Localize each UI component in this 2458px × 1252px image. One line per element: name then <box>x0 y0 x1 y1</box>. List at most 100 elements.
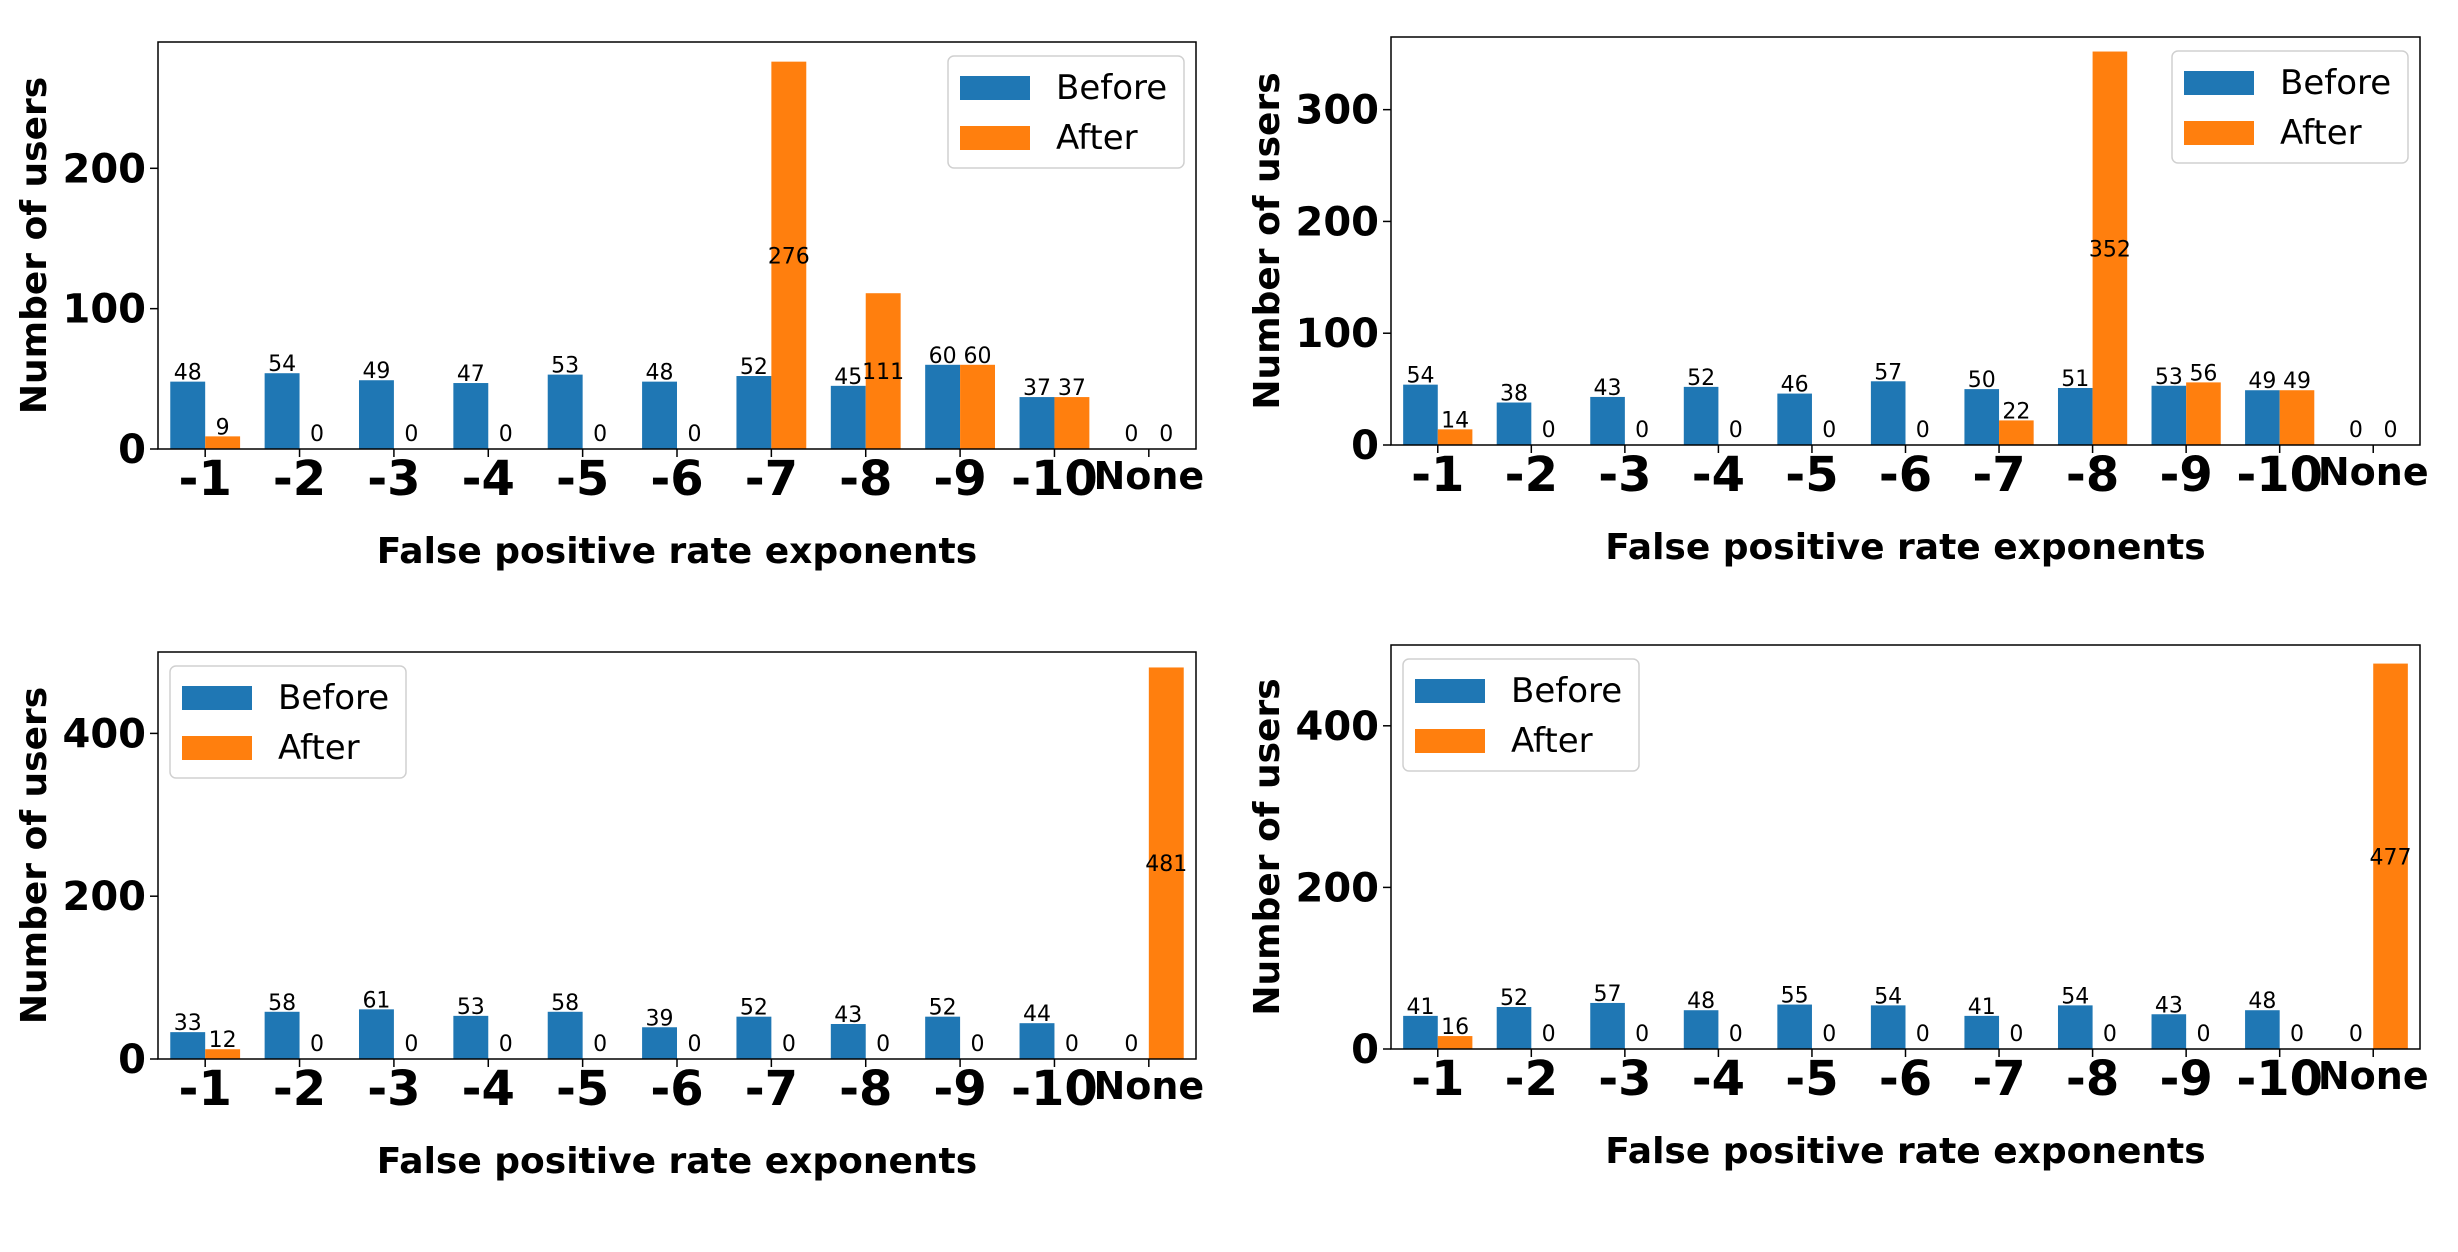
x-tick-label: -10 <box>1011 451 1098 507</box>
x-tick-label: -1 <box>179 1061 232 1117</box>
after-data-label: 0 <box>2384 418 2398 443</box>
x-tick-label: -6 <box>1879 447 1932 503</box>
after-data-label: 0 <box>782 1032 796 1057</box>
before-bar <box>264 373 300 449</box>
before-data-label: 45 <box>834 365 862 390</box>
before-bar <box>1019 1023 1055 1059</box>
after-data-label: 0 <box>499 422 513 447</box>
after-data-label: 37 <box>1058 376 1086 401</box>
before-data-label: 33 <box>174 1011 202 1036</box>
after-data-label: 481 <box>1145 852 1187 877</box>
x-tick-label: -10 <box>2236 1051 2323 1107</box>
after-data-label: 9 <box>216 415 230 440</box>
after-bar <box>205 436 241 449</box>
before-data-label: 37 <box>1023 376 1051 401</box>
y-tick-label: 100 <box>63 287 147 333</box>
before-bar <box>2057 387 2093 445</box>
before-bar <box>1403 384 1438 445</box>
x-tick-label: -3 <box>1598 1051 1651 1107</box>
before-legend-label: Before <box>1056 68 1167 108</box>
after-data-label: 111 <box>862 360 904 385</box>
y-tick-label: 0 <box>1351 1027 1379 1073</box>
after-data-label: 0 <box>1542 1022 1556 1047</box>
before-bar <box>547 374 583 449</box>
after-data-label: 0 <box>1729 1022 1743 1047</box>
before-bar <box>453 1015 489 1059</box>
x-axis-title: False positive rate exponents <box>1605 527 2205 568</box>
x-tick-label: -4 <box>462 1061 515 1117</box>
before-bar <box>1683 1010 1719 1049</box>
before-bar <box>1403 1015 1438 1049</box>
before-data-label: 41 <box>1968 995 1996 1020</box>
after-data-label: 0 <box>2196 1022 2210 1047</box>
x-tick-label: -9 <box>2159 1051 2212 1107</box>
before-data-label: 39 <box>646 1006 674 1031</box>
before-bar <box>358 380 394 449</box>
after-bar <box>2279 390 2315 445</box>
after-data-label: 14 <box>1441 408 1469 433</box>
x-tick-label: -9 <box>933 1061 986 1117</box>
before-bar <box>642 381 677 449</box>
x-tick-label: -2 <box>273 451 326 507</box>
before-bar <box>925 1016 961 1059</box>
after-legend-label: After <box>1511 721 1593 761</box>
x-tick-label: -10 <box>1011 1061 1098 1117</box>
before-data-label: 54 <box>2061 984 2089 1009</box>
x-tick-label: -5 <box>556 1061 609 1117</box>
after-data-label: 60 <box>964 344 992 369</box>
chart-panel-4: 41 52 57 48 55 54 41 54 43 48 0 16 0 0 0 0 0 0 0 0 0 477 0 200 4… <box>1247 644 2429 1172</box>
after-data-label: 0 <box>499 1032 513 1057</box>
after-data-label: 0 <box>1635 418 1649 443</box>
x-tick-label: -8 <box>2066 1051 2119 1107</box>
y-tick-label: 0 <box>118 1037 146 1083</box>
before-bar <box>1870 1005 1906 1049</box>
after-data-label: 0 <box>687 422 701 447</box>
x-tick-label: -1 <box>1411 1051 1464 1107</box>
y-tick-label: 200 <box>63 874 147 920</box>
after-data-label: 0 <box>310 1032 324 1057</box>
after-data-label: 0 <box>1635 1022 1649 1047</box>
before-bar <box>1777 1004 1812 1049</box>
x-tick-label: None <box>1093 454 1204 498</box>
after-data-label: 0 <box>876 1032 890 1057</box>
before-data-label: 47 <box>457 362 485 387</box>
before-bar <box>830 1023 866 1059</box>
before-bar <box>1590 1002 1625 1049</box>
after-data-label: 0 <box>1916 1022 1930 1047</box>
before-legend-swatch <box>2184 71 2254 95</box>
after-bar <box>2186 382 2221 445</box>
before-bar <box>2151 1014 2187 1049</box>
y-axis-title: Number of users <box>14 687 55 1024</box>
before-bar <box>2057 1005 2093 1049</box>
after-data-label: 56 <box>2189 361 2217 386</box>
before-data-label: 44 <box>1023 1002 1051 1027</box>
after-data-label: 0 <box>1542 418 1556 443</box>
legend: Before After <box>947 55 1185 169</box>
before-data-label: 0 <box>2349 1022 2363 1047</box>
before-data-label: 38 <box>1500 382 1528 407</box>
after-legend-swatch <box>182 736 252 760</box>
legend: Before After <box>2171 50 2409 164</box>
before-legend-swatch <box>182 686 252 710</box>
before-bar <box>453 383 489 449</box>
before-data-label: 60 <box>929 344 957 369</box>
after-bar <box>1148 667 1184 1059</box>
y-tick-label: 0 <box>118 427 146 473</box>
before-bar <box>642 1027 677 1059</box>
x-tick-label: -4 <box>462 451 515 507</box>
after-legend-label: After <box>2280 113 2362 153</box>
x-tick-label: -7 <box>1972 447 2025 503</box>
after-data-label: 0 <box>2290 1022 2304 1047</box>
after-bar <box>960 364 996 449</box>
before-bar <box>170 1032 206 1059</box>
before-data-label: 54 <box>268 352 296 377</box>
after-bar <box>2092 51 2128 446</box>
before-bar <box>1590 396 1625 445</box>
x-tick-label: -6 <box>1879 1051 1932 1107</box>
x-tick-label: None <box>2318 450 2429 494</box>
y-tick-label: 300 <box>1296 88 1380 134</box>
before-data-label: 50 <box>1968 368 1996 393</box>
